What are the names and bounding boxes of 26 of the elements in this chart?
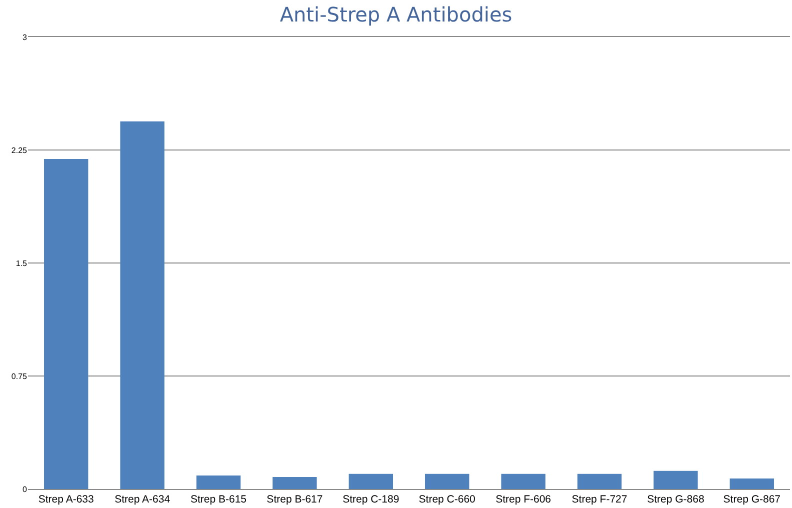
y-tick-label: 2.25 xyxy=(11,146,28,155)
bar xyxy=(44,159,88,489)
bar xyxy=(425,474,470,489)
x-tick-label: Strep B-615 xyxy=(190,494,247,506)
bar xyxy=(501,474,546,489)
bar xyxy=(196,475,241,489)
bar xyxy=(730,478,774,489)
x-tick-label: Strep C-660 xyxy=(418,494,476,506)
bar xyxy=(272,476,317,489)
bar xyxy=(348,474,393,489)
x-tick-label: Strep F-606 xyxy=(496,494,552,506)
x-tick-label: Strep G-868 xyxy=(647,494,704,506)
x-tick-label: Strep C-189 xyxy=(342,494,400,506)
x-tick-label: Strep B-617 xyxy=(266,494,323,506)
y-tick-label: 0.75 xyxy=(11,372,28,381)
bar xyxy=(120,121,164,489)
chart-title: Anti-Strep A Antibodies xyxy=(280,2,512,27)
bar xyxy=(654,470,698,489)
y-tick-label: 0 xyxy=(22,484,28,494)
y-tick-label: 1.5 xyxy=(16,258,28,268)
x-tick-label: Strep A-633 xyxy=(38,494,94,506)
bar xyxy=(577,474,622,489)
y-tick-label: 3 xyxy=(22,32,28,42)
x-tick-label: Strep G-867 xyxy=(723,494,781,506)
x-tick-label: Strep A-634 xyxy=(114,494,170,506)
x-tick-label: Strep F-727 xyxy=(572,494,628,506)
